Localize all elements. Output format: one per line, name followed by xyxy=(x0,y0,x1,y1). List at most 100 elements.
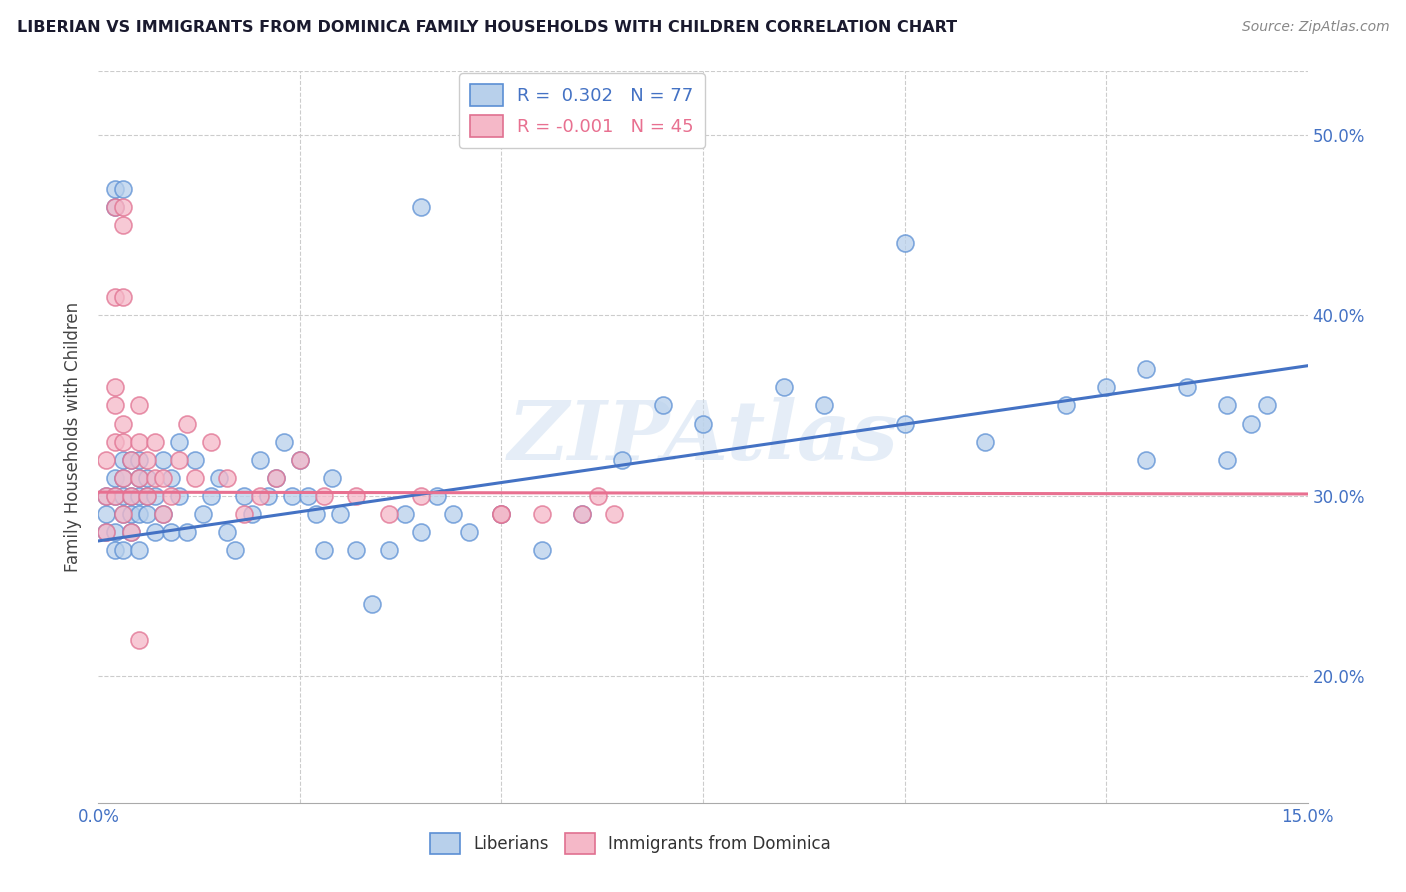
Point xyxy=(143,489,166,503)
Point xyxy=(571,507,593,521)
Point xyxy=(135,489,157,503)
Point xyxy=(224,543,246,558)
Point xyxy=(120,489,142,503)
Point xyxy=(344,543,367,558)
Point xyxy=(167,452,190,467)
Point xyxy=(128,633,150,648)
Point xyxy=(152,471,174,485)
Point xyxy=(111,452,134,467)
Point xyxy=(111,543,134,558)
Point xyxy=(314,543,336,558)
Point xyxy=(329,507,352,521)
Point xyxy=(111,471,134,485)
Point xyxy=(96,524,118,539)
Point xyxy=(603,507,626,521)
Point xyxy=(772,380,794,394)
Point xyxy=(111,489,134,503)
Point xyxy=(167,434,190,449)
Point xyxy=(273,434,295,449)
Y-axis label: Family Households with Children: Family Households with Children xyxy=(65,302,83,572)
Point xyxy=(184,452,207,467)
Point xyxy=(240,507,263,521)
Point xyxy=(103,471,125,485)
Point xyxy=(249,452,271,467)
Point xyxy=(120,524,142,539)
Point xyxy=(152,507,174,521)
Point xyxy=(1216,452,1239,467)
Point xyxy=(103,524,125,539)
Point xyxy=(813,399,835,413)
Point xyxy=(491,507,513,521)
Point xyxy=(103,200,125,214)
Point xyxy=(314,489,336,503)
Point xyxy=(288,452,311,467)
Point xyxy=(1135,452,1157,467)
Point xyxy=(111,182,134,196)
Point xyxy=(103,200,125,214)
Point xyxy=(256,489,278,503)
Point xyxy=(692,417,714,431)
Point xyxy=(176,524,198,539)
Point xyxy=(586,489,609,503)
Point xyxy=(143,471,166,485)
Point xyxy=(128,507,150,521)
Point xyxy=(321,471,343,485)
Point xyxy=(96,507,118,521)
Point xyxy=(135,452,157,467)
Point xyxy=(135,489,157,503)
Point xyxy=(1256,399,1278,413)
Point xyxy=(111,507,134,521)
Point xyxy=(96,489,118,503)
Point xyxy=(120,489,142,503)
Point xyxy=(135,507,157,521)
Point xyxy=(249,489,271,503)
Point xyxy=(200,434,222,449)
Point xyxy=(120,524,142,539)
Point xyxy=(167,489,190,503)
Point xyxy=(135,471,157,485)
Point xyxy=(103,380,125,394)
Point xyxy=(1216,399,1239,413)
Point xyxy=(409,524,432,539)
Point xyxy=(111,471,134,485)
Legend: Liberians, Immigrants from Dominica: Liberians, Immigrants from Dominica xyxy=(423,827,838,860)
Point xyxy=(409,200,432,214)
Point xyxy=(160,471,183,485)
Point xyxy=(184,471,207,485)
Point xyxy=(1095,380,1118,394)
Point xyxy=(96,524,118,539)
Point xyxy=(1240,417,1263,431)
Point xyxy=(208,471,231,485)
Text: ZIPAtlas: ZIPAtlas xyxy=(508,397,898,477)
Point xyxy=(103,489,125,503)
Point xyxy=(96,489,118,503)
Point xyxy=(193,507,215,521)
Point xyxy=(111,434,134,449)
Point xyxy=(103,290,125,304)
Point xyxy=(281,489,304,503)
Point xyxy=(143,524,166,539)
Point xyxy=(1054,399,1077,413)
Point xyxy=(491,507,513,521)
Point xyxy=(288,452,311,467)
Point xyxy=(232,489,254,503)
Point xyxy=(128,452,150,467)
Point xyxy=(571,507,593,521)
Point xyxy=(530,543,553,558)
Point xyxy=(217,471,239,485)
Point xyxy=(491,507,513,521)
Point xyxy=(120,452,142,467)
Point xyxy=(344,489,367,503)
Point xyxy=(128,471,150,485)
Point xyxy=(612,452,634,467)
Point xyxy=(200,489,222,503)
Point xyxy=(264,471,287,485)
Text: LIBERIAN VS IMMIGRANTS FROM DOMINICA FAMILY HOUSEHOLDS WITH CHILDREN CORRELATION: LIBERIAN VS IMMIGRANTS FROM DOMINICA FAM… xyxy=(17,20,957,35)
Point xyxy=(893,417,915,431)
Point xyxy=(103,434,125,449)
Point xyxy=(160,524,183,539)
Point xyxy=(409,489,432,503)
Point xyxy=(111,290,134,304)
Point xyxy=(111,507,134,521)
Point xyxy=(103,182,125,196)
